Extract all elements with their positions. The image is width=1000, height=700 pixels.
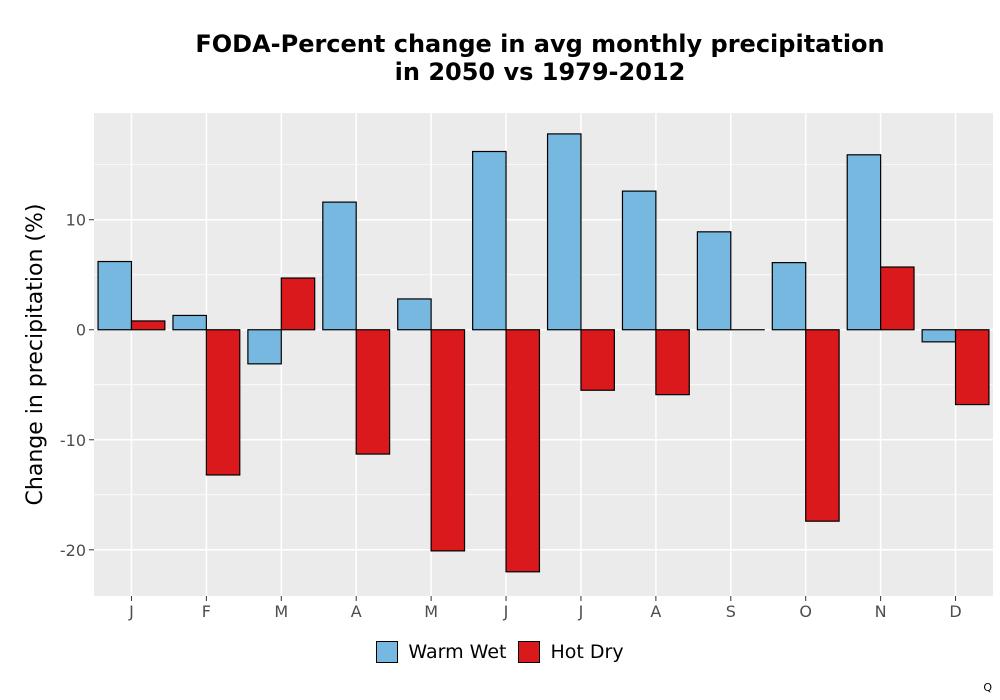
bar-warm-wet xyxy=(621,190,657,331)
legend-label-hot-dry: Hot Dry xyxy=(550,641,624,663)
bars xyxy=(97,133,990,573)
bar-warm-wet xyxy=(172,314,207,331)
bar-hot-dry xyxy=(505,329,541,573)
chart-title-line-2: in 2050 vs 1979-2012 xyxy=(394,58,686,86)
bar-hot-dry xyxy=(880,266,915,331)
y-tick-label: -10 xyxy=(60,431,86,450)
bar-warm-wet xyxy=(696,231,732,331)
bar-warm-wet xyxy=(322,201,357,331)
axes: -20 -10 0 10 J F M A M J J A S O N D xyxy=(60,211,962,621)
bar-warm-wet xyxy=(921,329,957,343)
x-tick-label: A xyxy=(351,602,362,621)
x-tick-label: F xyxy=(202,602,211,621)
x-tick-label: D xyxy=(949,602,961,621)
x-tick-label: N xyxy=(875,602,887,621)
x-tick-label: M xyxy=(274,602,288,621)
x-tick-label: S xyxy=(726,602,736,621)
legend-label-warm-wet: Warm Wet xyxy=(408,641,507,663)
bar-hot-dry xyxy=(205,329,241,476)
chart-title: FODA-Percent change in avg monthly preci… xyxy=(80,30,1000,86)
legend-swatch-hot-dry xyxy=(518,641,541,663)
bar-hot-dry xyxy=(805,329,840,522)
bar-hot-dry xyxy=(430,329,466,552)
x-tick-label: A xyxy=(650,602,661,621)
bar-warm-wet xyxy=(97,260,133,331)
bar-warm-wet xyxy=(846,154,882,331)
bar-warm-wet xyxy=(247,329,282,365)
corner-mark: Q xyxy=(983,681,992,694)
legend-item-warm-wet: Warm Wet xyxy=(376,641,506,663)
x-tick-label: J xyxy=(578,602,584,621)
bar-warm-wet xyxy=(472,150,507,331)
bar-warm-wet xyxy=(771,262,807,331)
bar-hot-dry xyxy=(355,329,391,455)
y-tick-label: 10 xyxy=(66,211,86,230)
legend: Warm Wet Hot Dry xyxy=(0,641,1000,663)
bar-warm-wet xyxy=(397,298,432,331)
y-axis-title: Change in precipitation (%) xyxy=(23,204,48,506)
bar-hot-dry xyxy=(580,329,615,391)
bar-hot-dry xyxy=(130,320,166,331)
legend-swatch-warm-wet xyxy=(376,641,399,663)
y-tick-label: -20 xyxy=(60,541,86,560)
x-tick-label: M xyxy=(424,602,438,621)
bar-warm-wet xyxy=(546,133,582,331)
bar-hot-dry xyxy=(954,329,990,406)
bar-hot-dry xyxy=(655,329,690,396)
x-tick-label: J xyxy=(128,602,134,621)
bar-hot-dry xyxy=(280,277,316,331)
y-tick-label: 0 xyxy=(76,321,86,340)
plot-panel xyxy=(94,113,993,596)
legend-item-hot-dry: Hot Dry xyxy=(518,641,624,663)
x-tick-label: O xyxy=(799,602,812,621)
x-tick-label: J xyxy=(503,602,509,621)
chart-title-line-1: FODA-Percent change in avg monthly preci… xyxy=(195,30,885,58)
